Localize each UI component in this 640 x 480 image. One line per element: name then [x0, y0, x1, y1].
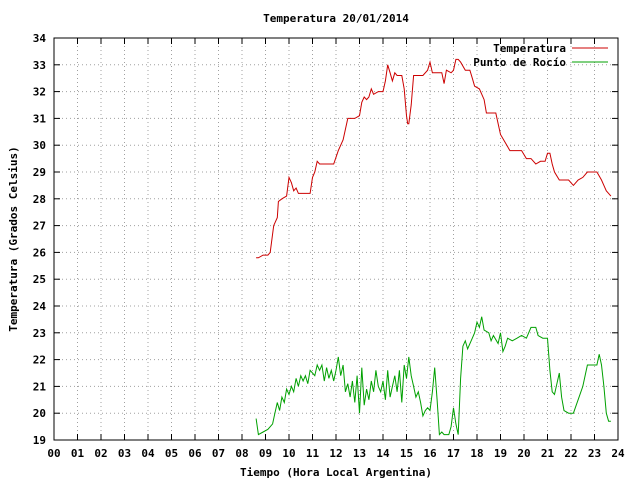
x-tick-label: 24	[611, 447, 625, 460]
y-tick-label: 29	[33, 166, 46, 179]
x-tick-label: 12	[329, 447, 342, 460]
y-tick-label: 19	[33, 434, 46, 447]
x-tick-label: 20	[517, 447, 530, 460]
x-tick-label: 19	[494, 447, 507, 460]
x-axis-label: Tiempo (Hora Local Argentina)	[240, 466, 432, 479]
x-tick-label: 17	[447, 447, 460, 460]
x-tick-label: 01	[71, 447, 85, 460]
x-tick-label: 08	[235, 447, 248, 460]
series-line-0	[256, 58, 612, 259]
x-tick-label: 00	[47, 447, 60, 460]
y-tick-label: 23	[33, 327, 46, 340]
x-tick-label: 11	[306, 447, 320, 460]
y-tick-label: 22	[33, 354, 46, 367]
x-tick-label: 06	[188, 447, 202, 460]
y-tick-label: 31	[33, 112, 47, 125]
y-tick-label: 20	[33, 407, 46, 420]
x-tick-label: 02	[94, 447, 107, 460]
y-tick-label: 27	[33, 220, 46, 233]
x-tick-label: 23	[588, 447, 601, 460]
series-lines	[255, 58, 612, 436]
x-tick-label: 18	[470, 447, 483, 460]
x-tick-label: 22	[564, 447, 577, 460]
legend-label-temperatura: Temperatura	[493, 42, 566, 55]
x-tick-label: 14	[376, 447, 390, 460]
x-tick-label: 09	[259, 447, 272, 460]
grid	[54, 38, 618, 440]
series-line-1	[255, 316, 611, 436]
y-axis-label: Temperatura (Grados Celsius)	[7, 146, 20, 331]
x-tick-label: 07	[212, 447, 225, 460]
y-tick-label: 21	[33, 380, 47, 393]
x-tick-label: 16	[423, 447, 437, 460]
axis-ticks: 00 01 02 03 04 05 06 07 08 09 10 11 12 13 14 15 16 17 18 19…	[33, 32, 625, 460]
y-tick-label: 30	[33, 139, 46, 152]
y-tick-label: 33	[33, 59, 46, 72]
x-tick-label: 03	[118, 447, 131, 460]
y-tick-label: 28	[33, 193, 46, 206]
x-tick-label: 21	[541, 447, 555, 460]
chart-title: Temperatura 20/01/2014	[263, 12, 409, 25]
x-tick-label: 13	[353, 447, 366, 460]
y-tick-label: 24	[33, 300, 47, 313]
legend-label-punto-de-rocio: Punto de Rocío	[473, 56, 566, 69]
x-tick-label: 05	[165, 447, 178, 460]
y-tick-label: 34	[33, 32, 47, 45]
legend: Temperatura Punto de Rocío	[473, 42, 608, 69]
x-tick-label: 04	[141, 447, 155, 460]
y-tick-label: 32	[33, 86, 46, 99]
x-tick-label: 15	[400, 447, 413, 460]
y-tick-label: 25	[33, 273, 46, 286]
y-tick-label: 26	[33, 246, 47, 259]
x-tick-label: 10	[282, 447, 295, 460]
